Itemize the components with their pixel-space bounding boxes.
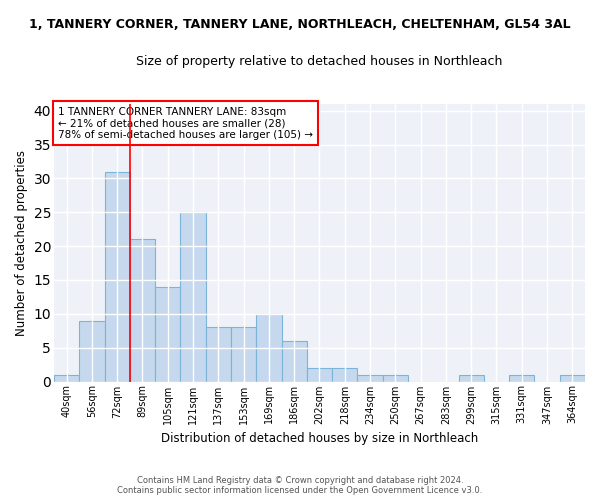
Bar bbox=[509, 374, 535, 382]
Bar bbox=[104, 172, 130, 382]
Bar bbox=[206, 328, 231, 382]
Bar bbox=[231, 328, 256, 382]
Bar bbox=[281, 341, 307, 382]
Bar bbox=[256, 314, 281, 382]
Y-axis label: Number of detached properties: Number of detached properties bbox=[15, 150, 28, 336]
Bar bbox=[79, 320, 104, 382]
Bar bbox=[130, 240, 155, 382]
X-axis label: Distribution of detached houses by size in Northleach: Distribution of detached houses by size … bbox=[161, 432, 478, 445]
Bar bbox=[560, 374, 585, 382]
Bar bbox=[54, 374, 79, 382]
Bar bbox=[358, 374, 383, 382]
Text: Contains HM Land Registry data © Crown copyright and database right 2024.
Contai: Contains HM Land Registry data © Crown c… bbox=[118, 476, 482, 495]
Text: 1, TANNERY CORNER, TANNERY LANE, NORTHLEACH, CHELTENHAM, GL54 3AL: 1, TANNERY CORNER, TANNERY LANE, NORTHLE… bbox=[29, 18, 571, 30]
Bar bbox=[383, 374, 408, 382]
Bar bbox=[458, 374, 484, 382]
Bar bbox=[307, 368, 332, 382]
Bar bbox=[155, 286, 181, 382]
Bar bbox=[332, 368, 358, 382]
Bar bbox=[181, 212, 206, 382]
Title: Size of property relative to detached houses in Northleach: Size of property relative to detached ho… bbox=[136, 55, 503, 68]
Text: 1 TANNERY CORNER TANNERY LANE: 83sqm
← 21% of detached houses are smaller (28)
7: 1 TANNERY CORNER TANNERY LANE: 83sqm ← 2… bbox=[58, 106, 313, 140]
